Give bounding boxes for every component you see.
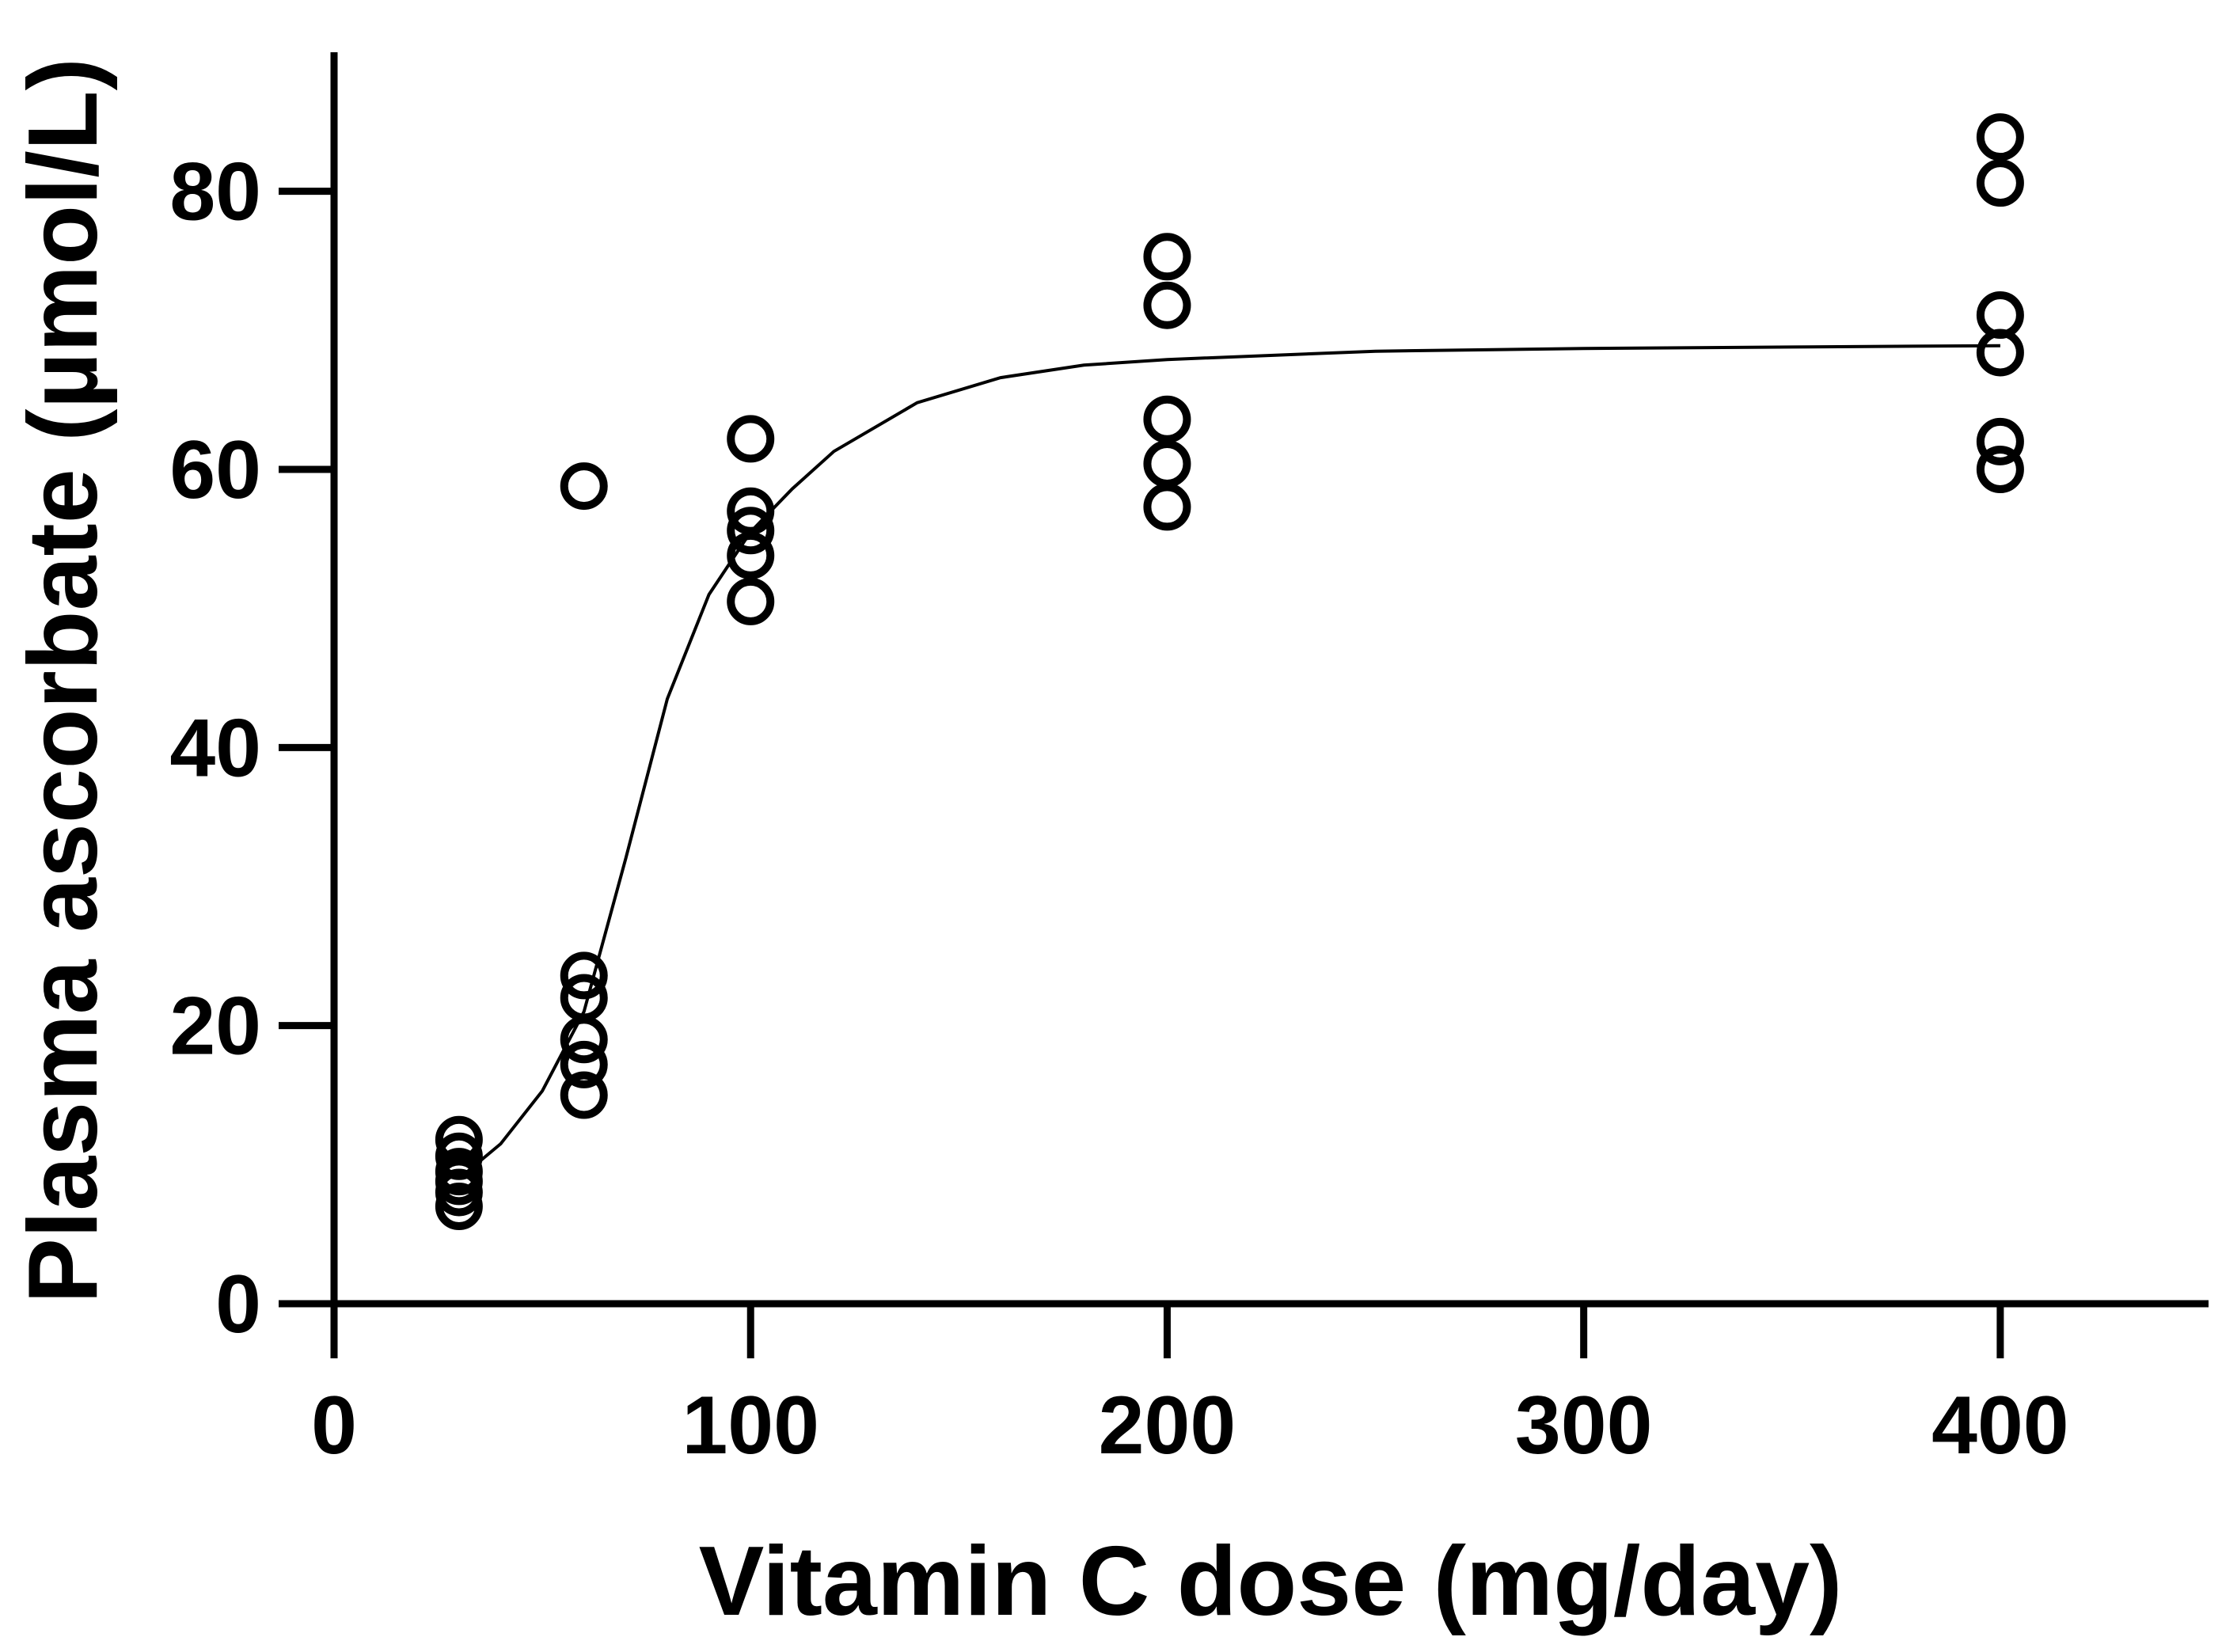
data-point bbox=[560, 951, 608, 1000]
y-tick-label: 0 bbox=[215, 1259, 261, 1350]
data-point bbox=[1976, 159, 2024, 207]
data-point bbox=[560, 1040, 608, 1088]
data-point bbox=[1143, 281, 1191, 329]
data-point bbox=[1143, 483, 1191, 531]
x-tick-label: 300 bbox=[1515, 1380, 1653, 1472]
data-point bbox=[1976, 113, 2024, 161]
data-point bbox=[1976, 329, 2024, 377]
data-point bbox=[560, 1071, 608, 1119]
x-axis-ticks: 0 100 200 300 400 bbox=[311, 1304, 2069, 1472]
x-tick-label: 200 bbox=[1099, 1380, 1236, 1472]
data-point bbox=[560, 462, 608, 511]
data-point bbox=[727, 507, 775, 555]
x-tick-label: 100 bbox=[682, 1380, 819, 1472]
data-point bbox=[560, 1016, 608, 1064]
data-point bbox=[1976, 417, 2024, 465]
data-point bbox=[1143, 233, 1191, 281]
x-axis-title: Vitamin C dose (mg/day) bbox=[699, 1527, 1843, 1636]
y-tick-label: 20 bbox=[169, 981, 261, 1073]
x-tick-label: 400 bbox=[1931, 1380, 2069, 1472]
data-point bbox=[727, 415, 775, 463]
data-point bbox=[727, 487, 775, 535]
data-point bbox=[1143, 395, 1191, 443]
data-point bbox=[435, 1168, 483, 1217]
data-point bbox=[1143, 439, 1191, 488]
data-point bbox=[1976, 446, 2024, 493]
data-point bbox=[727, 531, 775, 579]
y-axis-title: Plasma ascorbate (µmol/L) bbox=[9, 58, 118, 1304]
y-tick-label: 40 bbox=[169, 702, 261, 794]
y-axis-ticks: 0 20 40 60 80 bbox=[169, 146, 334, 1350]
data-point bbox=[435, 1183, 483, 1231]
data-point bbox=[727, 577, 775, 625]
data-points bbox=[435, 113, 2024, 1231]
y-tick-label: 80 bbox=[169, 146, 261, 238]
x-tick-label: 0 bbox=[311, 1380, 357, 1472]
fit-curve bbox=[458, 344, 2000, 1180]
y-tick-label: 60 bbox=[169, 424, 261, 516]
